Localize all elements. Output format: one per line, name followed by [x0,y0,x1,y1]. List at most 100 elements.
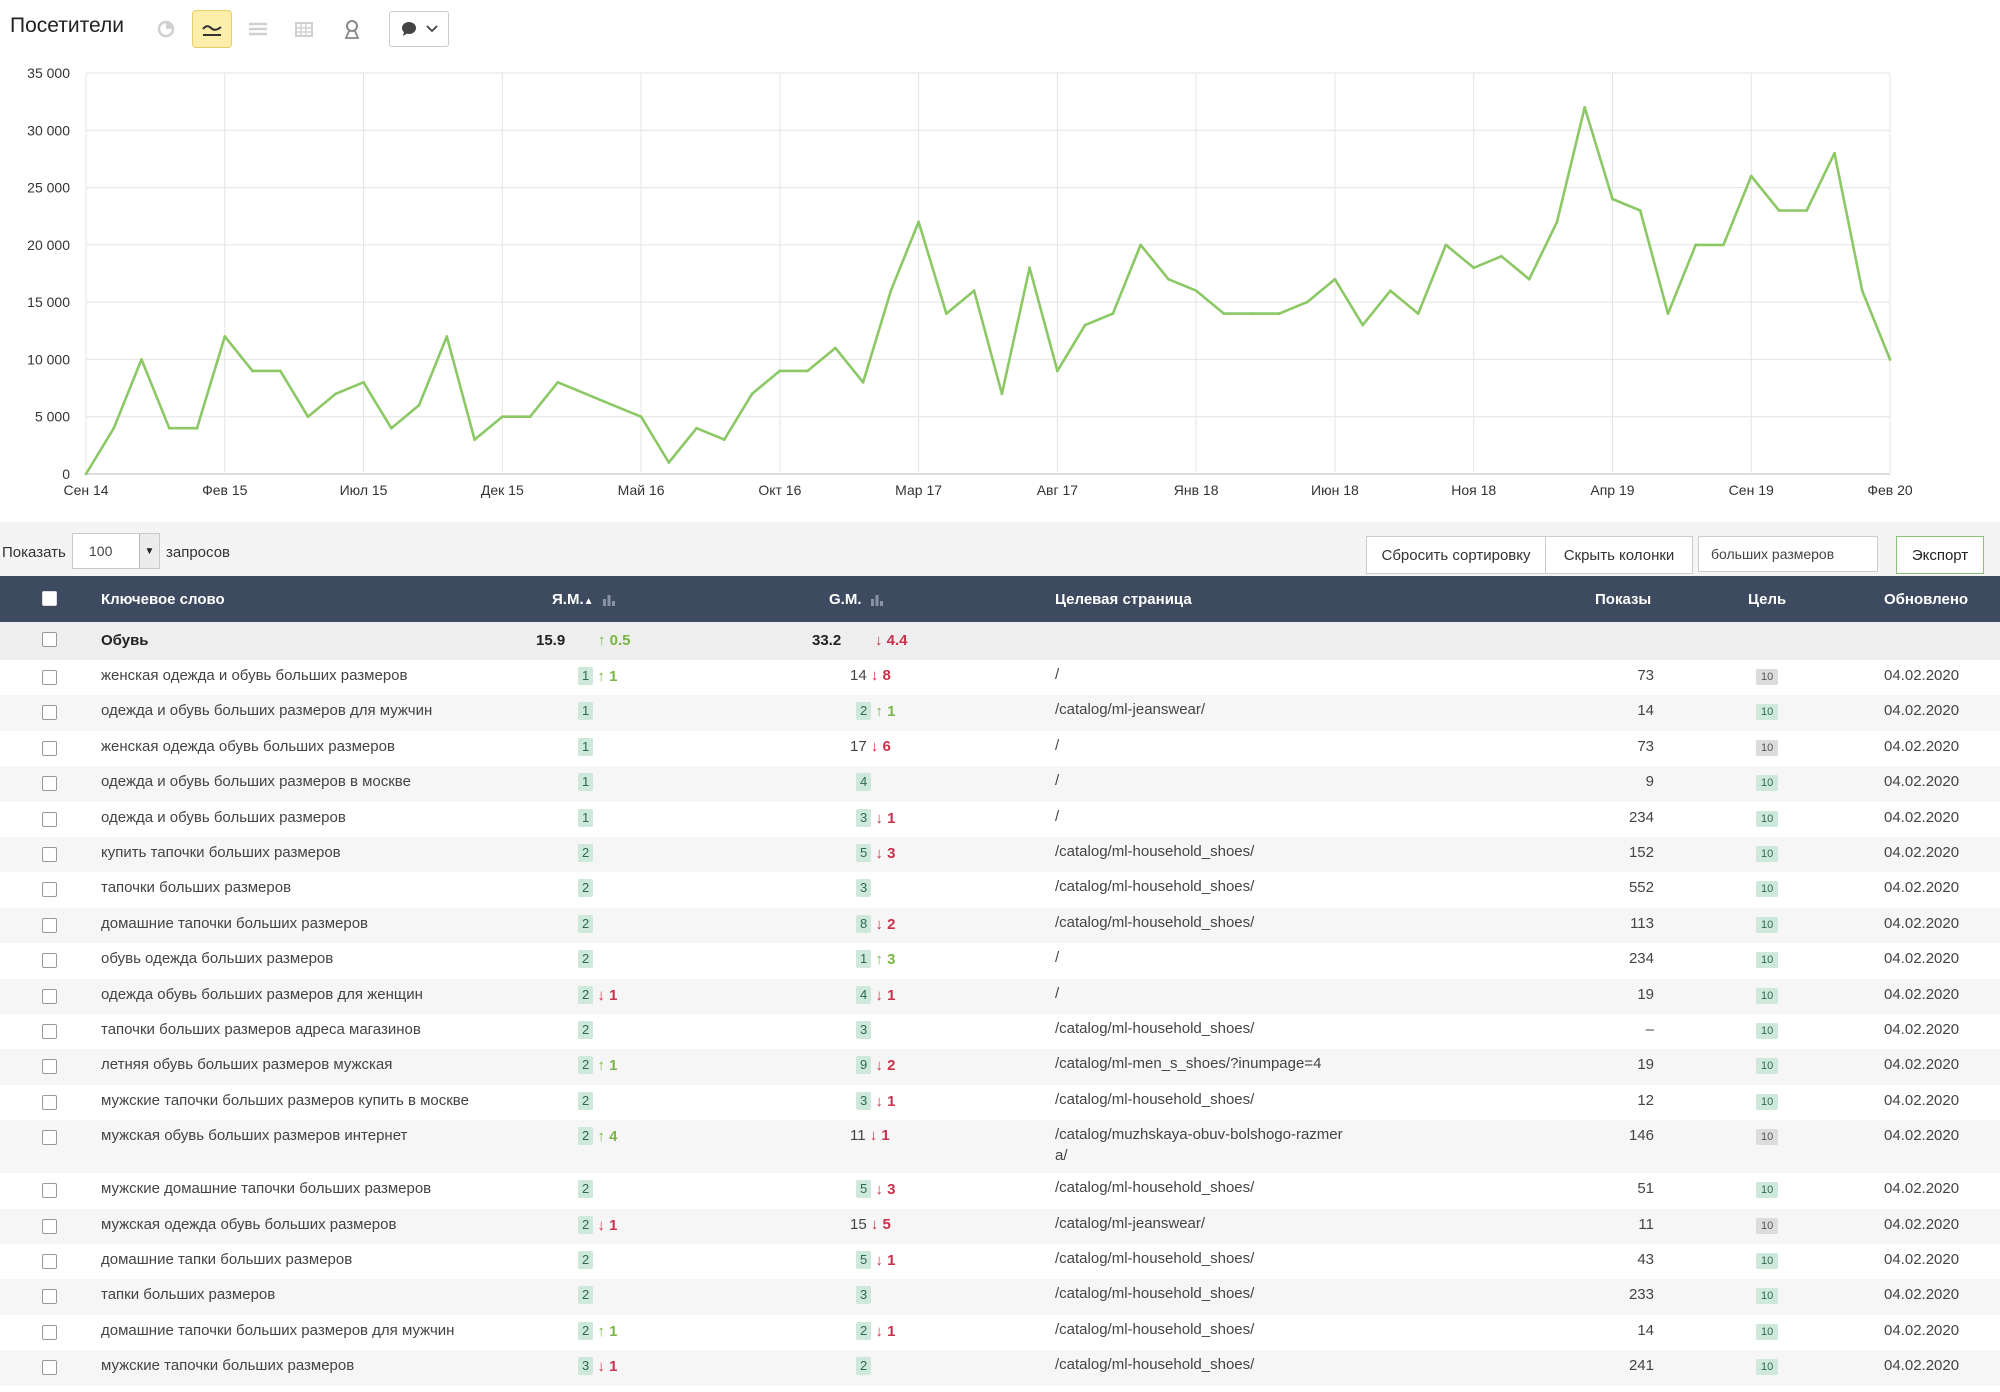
keyword-cell[interactable]: тапки больших размеров [101,1286,276,1304]
target-page-cell[interactable]: /catalog/ml-jeanswear/ [1055,701,1206,719]
target-page-cell[interactable]: /catalog/ml-household_shoes/ [1055,1356,1255,1374]
target-page-cell[interactable]: /catalog/ml-household_shoes/ [1055,1320,1255,1338]
row-checkbox[interactable] [42,1059,57,1075]
rows-per-page-select[interactable]: 100 ▼ [72,533,160,569]
col-shows[interactable]: Показы [1595,591,1652,608]
data-point [833,346,837,350]
keyword-cell[interactable]: мужские тапочки больших размеров [101,1357,355,1375]
target-page-cell[interactable]: /catalog/ml-household_shoes/ [1055,1179,1255,1197]
row-checkbox[interactable] [42,1024,57,1039]
row-checkbox[interactable] [42,705,57,721]
ym-badge: 2 [578,879,594,898]
keyword-cell[interactable]: одежда и обувь больших размеров для мужч… [101,702,433,720]
filter-input[interactable]: больших размеров [1698,536,1878,572]
keyword-cell[interactable]: женская одежда и обувь больших размеров [101,667,408,684]
updated-cell: 04.02.2020 [1884,667,1960,684]
row-checkbox[interactable] [42,811,57,827]
keyword-cell[interactable]: домашние тапочки больших размеров для му… [101,1321,455,1339]
keyword-cell[interactable]: мужская одежда обувь больших размеров [101,1215,397,1233]
row-checkbox[interactable] [42,1289,57,1305]
target-page-cell[interactable]: /catalog/ml-men_s_shoes/?inumpage=4 [1055,1055,1322,1073]
col-goal[interactable]: Цель [1748,591,1787,608]
keyword-cell[interactable]: одежда и обувь больших размеров [101,808,346,826]
row-checkbox[interactable] [42,740,57,756]
row-checkbox[interactable] [42,1324,57,1340]
col-gm[interactable]: G.M. [829,591,884,608]
gm-value: 14 [850,667,867,684]
keyword-cell[interactable]: купить тапочки больших размеров [101,844,341,861]
row-checkbox[interactable] [42,953,57,969]
ym-badge: 2 [578,1127,594,1146]
keyword-cell[interactable]: женская одежда обувь больших размеров [101,737,395,755]
bar-chart-button[interactable] [284,10,324,48]
row-checkbox[interactable] [42,882,57,898]
target-page-cell[interactable]: / [1055,807,1060,825]
data-point [1694,243,1698,247]
col-target-page[interactable]: Целевая страница [1055,591,1192,608]
col-keyword[interactable]: Ключевое слово [101,591,225,608]
target-page-cell[interactable]: /catalog/ml-household_shoes/ [1055,913,1255,931]
row-checkbox[interactable] [42,847,57,862]
target-page-cell[interactable]: / [1055,949,1060,967]
comment-dropdown[interactable] [389,11,449,47]
row-checkbox[interactable] [42,988,57,1004]
group-name: Обувь [101,632,149,649]
shows-cell: 51 [1637,1180,1654,1198]
bar-stats-icon[interactable] [602,593,616,606]
caret-down-icon[interactable]: ▼ [139,534,159,568]
ym-badge: 1 [578,737,594,756]
keyword-cell[interactable]: мужские тапочки больших размеров купить … [101,1091,469,1109]
row-checkbox[interactable] [42,1254,57,1269]
pie-chart-icon [157,20,175,38]
goal-cell: 10 [1756,1357,1779,1376]
gm-value: 11 [850,1127,866,1145]
row-checkbox[interactable] [42,1094,57,1110]
bar-stats-icon[interactable] [870,593,884,606]
select-all-checkbox[interactable] [42,591,57,606]
map-pin-button[interactable] [332,10,372,48]
target-page-cell[interactable]: /catalog/ml-household_shoes/ [1055,878,1255,896]
row-checkbox[interactable] [42,1183,57,1199]
target-page-cell[interactable]: /catalog/ml-household_shoes/ [1055,1285,1255,1303]
target-page-cell[interactable]: /catalog/muzhskaya-obuv-bolshogo-razmer a… [1055,1126,1343,1165]
target-page-cell[interactable]: /catalog/ml-jeanswear/ [1055,1214,1206,1232]
row-checkbox[interactable] [42,1218,57,1234]
keyword-cell[interactable]: домашние тапочки больших размеров [101,914,369,932]
group-checkbox[interactable] [42,632,57,647]
data-point [1416,312,1420,315]
keyword-cell[interactable]: одежда обувь больших размеров для женщин [101,985,423,1003]
keyword-cell[interactable]: одежда и обувь больших размеров в москве [101,773,411,791]
export-button[interactable]: Экспорт [1896,536,1984,574]
target-page-cell[interactable]: /catalog/ml-household_shoes/ [1055,1090,1255,1108]
row-checkbox[interactable] [42,1360,57,1376]
target-page-cell[interactable]: / [1055,666,1060,683]
line-chart-button[interactable] [192,10,232,48]
keyword-cell[interactable]: тапочки больших размеров [101,879,292,897]
gm-value: 15 [850,1215,867,1233]
area-chart-button[interactable] [238,10,278,48]
target-page-cell[interactable]: /catalog/ml-household_shoes/ [1055,1250,1255,1267]
reset-sort-button[interactable]: Сбросить сортировку [1366,536,1546,574]
target-page-cell[interactable]: / [1055,984,1060,1002]
keyword-cell[interactable]: тапочки больших размеров адреса магазино… [101,1021,421,1038]
keyword-cell[interactable]: обувь одежда больших размеров [101,950,334,968]
col-updated[interactable]: Обновлено [1884,591,1969,608]
row-checkbox[interactable] [42,917,57,933]
row-checkbox[interactable] [42,670,57,685]
target-page-cell[interactable]: /catalog/ml-household_shoes/ [1055,843,1255,860]
target-page-cell[interactable]: /catalog/ml-household_shoes/ [1055,1020,1255,1037]
row-checkbox[interactable] [42,1130,57,1146]
table-row: одежда и обувь больших размеров в москве… [0,766,2000,802]
data-point [1055,369,1059,373]
target-page-cell[interactable]: / [1055,736,1060,754]
keyword-cell[interactable]: мужская обувь больших размеров интернет [101,1127,408,1145]
keyword-cell[interactable]: домашние тапки больших размеров [101,1251,353,1268]
col-ym[interactable]: Я.М.▲ [552,591,616,608]
row-checkbox[interactable] [42,776,57,792]
hide-columns-button[interactable]: Скрыть колонки [1545,536,1693,574]
pie-chart-button[interactable] [146,10,186,48]
keyword-cell[interactable]: мужские домашние тапочки больших размеро… [101,1180,432,1198]
shows-cell: 241 [1628,1357,1654,1375]
target-page-cell[interactable]: / [1055,772,1060,790]
keyword-cell[interactable]: летняя обувь больших размеров мужская [101,1056,393,1074]
